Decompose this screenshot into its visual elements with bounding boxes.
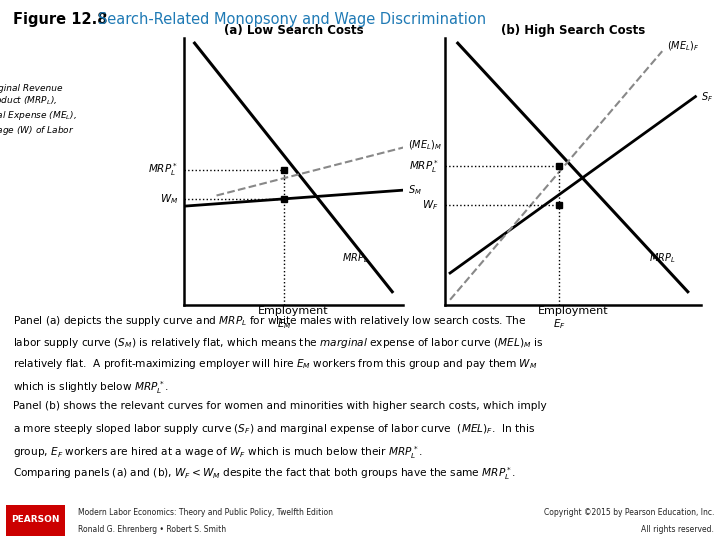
Text: Copyright ©2015 by Pearson Education, Inc.: Copyright ©2015 by Pearson Education, In… xyxy=(544,508,714,517)
Text: which is slightly below $MRP_L^*$.: which is slightly below $MRP_L^*$. xyxy=(13,379,168,396)
Text: $MRP_L$: $MRP_L$ xyxy=(649,252,675,266)
Text: $MRP_L$: $MRP_L$ xyxy=(342,252,368,266)
Text: $MRP_L^*$: $MRP_L^*$ xyxy=(148,161,178,178)
X-axis label: Employment: Employment xyxy=(258,307,329,316)
X-axis label: Employment: Employment xyxy=(537,307,608,316)
Text: $W_M$: $W_M$ xyxy=(160,192,178,206)
Text: Figure 12.8: Figure 12.8 xyxy=(13,12,107,27)
FancyBboxPatch shape xyxy=(6,505,65,536)
Text: $MRP_L^*$: $MRP_L^*$ xyxy=(408,158,438,175)
Text: relatively flat.  A profit-maximizing employer will hire $E_M$ workers from this: relatively flat. A profit-maximizing emp… xyxy=(13,357,537,372)
Title: (a) Low Search Costs: (a) Low Search Costs xyxy=(224,24,363,37)
Text: Ronald G. Ehrenberg • Robert S. Smith: Ronald G. Ehrenberg • Robert S. Smith xyxy=(78,525,226,534)
Text: Marginal Revenue
Product ($MRP_L$),
Marginal Expense ($ME_L$),
and Wage ($W$) of: Marginal Revenue Product ($MRP_L$), Marg… xyxy=(0,84,77,137)
Text: $E_F$: $E_F$ xyxy=(552,317,565,331)
Text: a more steeply sloped labor supply curve ($S_F$) and marginal expense of labor c: a more steeply sloped labor supply curve… xyxy=(13,422,535,436)
Text: $S_F$: $S_F$ xyxy=(701,90,713,104)
Text: $E_M$: $E_M$ xyxy=(277,317,292,331)
Text: Comparing panels (a) and (b), $W_F < W_M$ despite the fact that both groups have: Comparing panels (a) and (b), $W_F < W_M… xyxy=(13,465,516,482)
Text: Panel (a) depicts the supply curve and $MRP_L$ for white males with relatively l: Panel (a) depicts the supply curve and $… xyxy=(13,314,526,328)
Text: $W_F$: $W_F$ xyxy=(422,198,438,212)
Text: Modern Labor Economics: Theory and Public Policy, Twelfth Edition: Modern Labor Economics: Theory and Publi… xyxy=(78,508,333,517)
Text: labor supply curve ($S_M$) is relatively flat, which means the $\mathit{marginal: labor supply curve ($S_M$) is relatively… xyxy=(13,336,543,350)
Text: Search-Related Monopsony and Wage Discrimination: Search-Related Monopsony and Wage Discri… xyxy=(84,12,486,27)
Text: $(ME_L)_F$: $(ME_L)_F$ xyxy=(667,39,700,52)
Text: group, $E_F$ workers are hired at a wage of $W_F$ which is much below their $MRP: group, $E_F$ workers are hired at a wage… xyxy=(13,444,423,461)
Text: All rights reserved.: All rights reserved. xyxy=(642,525,714,534)
Text: $S_M$: $S_M$ xyxy=(408,183,421,197)
Text: PEARSON: PEARSON xyxy=(11,515,60,524)
Text: $(ME_L)_M$: $(ME_L)_M$ xyxy=(408,138,441,152)
Title: (b) High Search Costs: (b) High Search Costs xyxy=(500,24,645,37)
Text: Panel (b) shows the relevant curves for women and minorities with higher search : Panel (b) shows the relevant curves for … xyxy=(13,401,546,411)
